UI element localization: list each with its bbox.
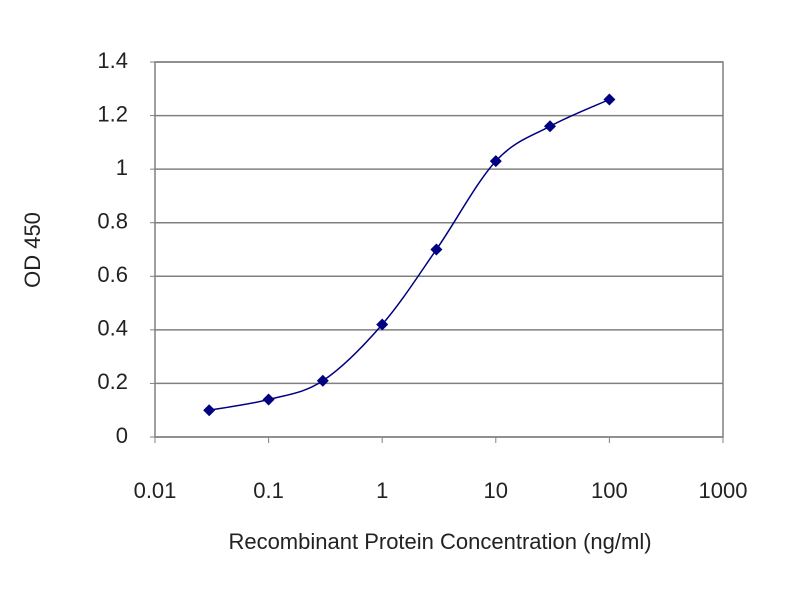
plot-frame — [154, 61, 724, 438]
x-tick-label: 10 — [484, 478, 508, 503]
x-tick-label: 1 — [376, 478, 388, 503]
x-tick-label: 0.01 — [134, 478, 177, 503]
data-line — [209, 98, 610, 411]
y-tick-label: 1 — [116, 155, 128, 180]
data-point — [262, 393, 275, 406]
y-tick-label: 0.6 — [97, 262, 128, 287]
y-tick-label: 0 — [116, 423, 128, 448]
data-point — [203, 404, 216, 417]
data-point — [430, 243, 443, 256]
y-axis-title: OD 450 — [20, 212, 45, 288]
data-point — [316, 374, 329, 387]
data-point — [603, 93, 616, 106]
y-tick-label: 0.8 — [97, 209, 128, 234]
data-point — [376, 318, 389, 331]
y-tick-label: 0.2 — [97, 369, 128, 394]
data-point — [489, 155, 502, 168]
x-tick-label: 100 — [591, 478, 628, 503]
y-tick-label: 0.4 — [97, 316, 128, 341]
x-tick-label: 0.1 — [253, 478, 284, 503]
y-tick-label: 1.4 — [97, 48, 128, 73]
y-tick-label: 1.2 — [97, 101, 128, 126]
data-point — [544, 120, 557, 133]
x-tick-label: 1000 — [699, 478, 748, 503]
x-axis-title: Recombinant Protein Concentration (ng/ml… — [228, 529, 651, 554]
